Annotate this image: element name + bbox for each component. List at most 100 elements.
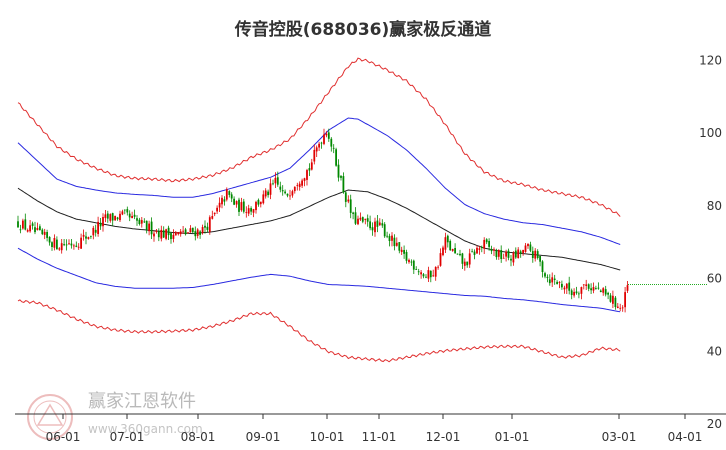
candle: [604, 285, 607, 297]
candle: [56, 236, 58, 250]
inner-lower-band: [17, 247, 621, 313]
candle: [225, 187, 228, 202]
candle: [478, 245, 481, 255]
candle: [599, 289, 602, 293]
candle: [495, 248, 498, 260]
candle: [476, 245, 478, 254]
candle: [437, 265, 439, 270]
candle: [412, 259, 415, 274]
candle: [211, 210, 214, 220]
candle: [247, 204, 250, 217]
candle: [493, 247, 495, 256]
candle: [621, 305, 624, 312]
candle: [442, 245, 444, 257]
candle: [361, 216, 364, 224]
candle: [609, 293, 612, 303]
candle: [410, 259, 413, 266]
x-tick-label: 12-01: [426, 430, 461, 444]
candle: [614, 296, 617, 310]
candle: [483, 237, 486, 254]
y-axis: 20 40 60 80 100 120: [699, 53, 722, 431]
candle: [378, 218, 381, 226]
candle: [68, 239, 70, 245]
candle: [233, 196, 235, 206]
candle: [286, 193, 289, 198]
candle: [58, 247, 61, 251]
candle: [296, 182, 299, 191]
watermark-logo-icon: [27, 394, 73, 440]
candle: [354, 207, 357, 225]
candle: [374, 217, 376, 237]
candle: [398, 242, 401, 254]
candle: [184, 227, 187, 236]
candle: [534, 248, 537, 262]
candle: [352, 211, 354, 220]
candle: [170, 231, 172, 244]
candle: [257, 198, 260, 207]
candle: [459, 249, 461, 257]
candle: [364, 218, 367, 225]
candle: [284, 189, 286, 195]
candle: [393, 234, 396, 251]
candle: [242, 198, 245, 214]
candle: [366, 214, 369, 227]
candle: [541, 260, 544, 278]
candle: [500, 245, 503, 263]
candle: [592, 282, 595, 294]
candle: [131, 211, 133, 219]
candle: [585, 279, 588, 290]
candle: [425, 274, 427, 279]
candle: [289, 189, 291, 200]
candle: [19, 224, 22, 234]
candle: [153, 230, 155, 242]
candle: [408, 258, 410, 264]
candle: [403, 245, 405, 259]
candle: [420, 270, 422, 279]
candle: [94, 224, 97, 237]
candle: [123, 209, 126, 215]
candle: [116, 216, 119, 221]
candle: [97, 216, 99, 237]
candle: [204, 220, 206, 234]
candle: [376, 215, 379, 233]
candle: [616, 303, 619, 309]
candle: [510, 255, 512, 267]
candle: [269, 178, 272, 200]
candle: [255, 200, 257, 214]
candle: [301, 178, 303, 188]
candle: [206, 222, 209, 233]
candle: [512, 251, 515, 266]
candle: [272, 179, 274, 186]
candle: [199, 230, 201, 239]
candle: [82, 229, 85, 241]
candle: [570, 288, 573, 300]
candle: [133, 209, 136, 220]
candle: [92, 225, 95, 240]
candle: [415, 266, 418, 270]
candle: [519, 249, 522, 258]
candle: [551, 272, 554, 287]
candle: [51, 241, 53, 251]
candle: [119, 210, 121, 222]
candle: [573, 288, 575, 298]
candle: [587, 283, 590, 292]
candle: [172, 229, 175, 243]
candle: [335, 147, 337, 167]
candle: [63, 239, 65, 247]
candle: [318, 141, 320, 151]
candle: [349, 194, 352, 219]
candle: [26, 228, 29, 233]
middle-line: [17, 187, 621, 271]
candle: [391, 232, 393, 247]
x-axis: 06-01 07-01 08-01 09-01 10-01 11-01 12-01 01-01…: [15, 413, 726, 444]
candle: [43, 228, 46, 240]
candle: [75, 241, 78, 248]
watermark-text-group: 赢家江恩软件 www.360gann.com: [88, 390, 203, 436]
candle: [505, 249, 507, 262]
outer-lower-band: [17, 299, 621, 363]
candle: [109, 213, 112, 223]
candle: [582, 284, 585, 290]
candle: [427, 266, 430, 282]
candle: [235, 200, 238, 208]
candle: [612, 290, 614, 308]
